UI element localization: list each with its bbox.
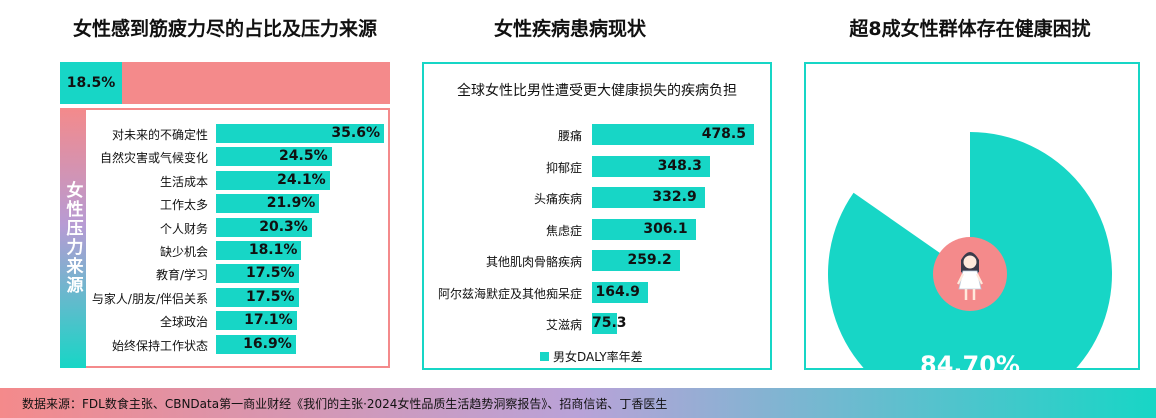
disease-chart-title: 女性疾病患病现状 — [493, 18, 646, 40]
disease-legend: 男女DALY率年差 — [540, 348, 643, 365]
stress-value-label: 20.3% — [259, 218, 308, 235]
stress-value-label: 35.6% — [331, 125, 380, 141]
disease-chart-subtitle: 全球女性比男性遭受更大健康损失的疾病负担 — [457, 83, 737, 99]
disease-value-label: 332.9 — [652, 189, 697, 205]
stress-side-text: 女性压力来源 — [62, 181, 83, 295]
disease-category-label: 腰痛 — [557, 129, 582, 143]
disease-bar — [592, 313, 618, 334]
disease-bar — [592, 155, 710, 177]
woman-figure-icon — [957, 252, 983, 300]
footer-band: 数据来源：FDL数食主张、CBNData第一商业财经《我们的主张·2024女性品… — [0, 388, 1156, 418]
disease-bar — [592, 187, 705, 208]
stress-category-label: 个人财务 — [159, 221, 208, 236]
stress-category-label: 教育/学习 — [155, 268, 208, 283]
disease-category-label: 头痛疾病 — [533, 192, 582, 206]
stress-category-label: 自然灾害或气候变化 — [99, 151, 208, 166]
stress-bar — [216, 217, 312, 237]
stress-category-label: 对未来的不确定性 — [111, 128, 208, 142]
stress-value-label: 24.1% — [277, 171, 326, 188]
stress-category-label: 始终保持工作状态 — [111, 338, 208, 353]
disease-value-label: 259.2 — [627, 252, 672, 268]
legend-swatch — [540, 352, 549, 361]
stress-value-label: 17.1% — [244, 312, 293, 329]
pie-slice-affected — [828, 132, 1112, 370]
stress-category-label: 生活成本 — [159, 174, 208, 189]
disease-value-label: 348.3 — [657, 157, 702, 174]
exhausted-share-bar: 18.5% — [60, 62, 390, 104]
health-chart-title: 超8成女性群体存在健康困扰 — [849, 18, 1091, 40]
stress-bar — [216, 334, 296, 354]
stress-bar — [216, 241, 302, 260]
disease-chart-frame — [422, 62, 772, 370]
stress-value-label: 18.1% — [248, 242, 298, 258]
disease-category-label: 其他肌肉骨骼疾病 — [485, 255, 582, 269]
stress-category-label: 与家人/朋友/伴侣关系 — [91, 291, 208, 306]
disease-value-label: 75.3 — [592, 315, 627, 331]
disease-value-label: 306.1 — [643, 220, 688, 237]
legend-label: 男女DALY率年差 — [553, 350, 643, 364]
pie-percent-label: 84.70% — [920, 351, 1020, 370]
stress-value-label: 17.5% — [246, 265, 295, 282]
disease-bar — [592, 218, 696, 240]
disease-bar — [592, 250, 680, 271]
stress-bar — [216, 311, 297, 331]
stress-sources-side-label: 女性压力来源 — [60, 108, 86, 368]
disease-category-label: 阿尔兹海默症及其他痴呆症 — [437, 286, 582, 301]
stress-bar — [216, 147, 332, 167]
stress-category-label: 缺少机会 — [159, 245, 208, 259]
stress-bar — [216, 124, 384, 143]
disease-category-label: 焦虑症 — [545, 223, 582, 238]
stress-sources-frame — [60, 108, 390, 368]
disease-category-label: 抑郁症 — [545, 160, 582, 175]
stress-chart-title: 女性感到筋疲力尽的占比及压力来源 — [72, 18, 377, 40]
stress-value-label: 16.9% — [243, 335, 292, 352]
disease-bar — [592, 281, 648, 303]
stress-value-label: 21.9% — [266, 195, 316, 212]
stress-bar — [216, 287, 299, 307]
stress-bar — [216, 264, 299, 284]
stress-value-label: 24.5% — [279, 148, 328, 165]
disease-value-label: 164.9 — [595, 283, 640, 300]
data-source-note: 数据来源：FDL数食主张、CBNData第一商业财经《我们的主张·2024女性品… — [22, 397, 668, 411]
stress-value-label: 17.5% — [246, 288, 295, 305]
stress-bar — [216, 194, 320, 214]
disease-bar — [592, 124, 754, 145]
disease-value-label: 478.5 — [701, 126, 746, 142]
stress-category-label: 全球政治 — [159, 315, 208, 330]
disease-category-label: 艾滋病 — [545, 318, 582, 332]
stress-bar — [216, 170, 330, 190]
health-pie-chart: 84.70% — [828, 132, 1112, 370]
exhausted-share-label: 18.5% — [60, 62, 122, 104]
stress-category-label: 工作太多 — [159, 198, 208, 213]
